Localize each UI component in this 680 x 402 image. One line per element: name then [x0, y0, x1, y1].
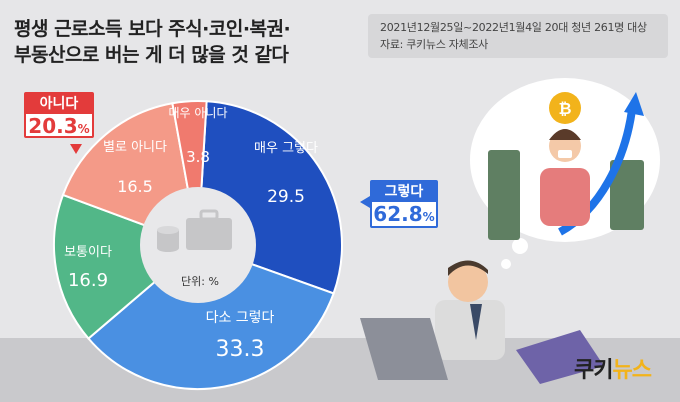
chart-title: 평생 근로소득 보다 주식·코인·복권· 부동산으로 버는 게 더 많을 것 같…: [14, 16, 374, 68]
thought-dot-small: [501, 259, 511, 269]
slice-value-very-no: 3.8: [186, 148, 210, 166]
logo-accent: 뉴스: [612, 358, 651, 383]
yes-total-number: 62.8: [373, 202, 423, 226]
yes-total-unit: %: [422, 210, 435, 224]
money-stacks: [488, 150, 644, 240]
survey-period: 2021년12월25일~2022년1월4일 20대 청년 261명 대상: [380, 21, 647, 34]
title-line-2: 부동산으로 버는 게 더 많을 것 같다: [14, 44, 289, 66]
survey-source: 자료: 쿠키뉴스 자체조사: [380, 38, 488, 51]
slice-label-neutral: 보통이다: [64, 245, 112, 260]
title-line-1: 평생 근로소득 보다 주식·코인·복권·: [14, 18, 291, 40]
unit-label: 단위: %: [181, 275, 219, 288]
no-total-value: 20.3%: [26, 114, 92, 141]
yes-total-value: 62.8%: [372, 202, 436, 229]
illustration: ₿: [360, 78, 660, 384]
no-total-label: 아니다: [26, 94, 92, 114]
survey-info-box: 2021년12월25일~2022년1월4일 20대 청년 261명 대상 자료:…: [368, 14, 668, 58]
slice-labels: 매우 그렇다 29.5 다소 그렇다 33.3 보통이다 16.9 별로 아니다…: [64, 106, 318, 362]
slice-label-somewhat-yes: 다소 그렇다: [206, 310, 275, 326]
book-stack: [516, 330, 604, 384]
coins-icon: [157, 226, 179, 252]
slice-label-no: 별로 아니다: [103, 140, 167, 155]
yes-total-label: 그렇다: [372, 182, 436, 202]
brand-logo: 쿠키뉴스: [574, 352, 652, 384]
svg-text:₿: ₿: [558, 99, 571, 118]
yes-callout-pointer: [360, 196, 370, 208]
briefcase-icon: [186, 209, 232, 250]
slice-label-very-yes: 매우 그렇다: [254, 141, 318, 156]
worried-person: [435, 260, 505, 360]
bitcoin-icon: [549, 92, 581, 124]
no-callout-pointer: [70, 144, 82, 154]
thought-dot-large: [512, 238, 528, 254]
donut-slice-neutral: [53, 193, 200, 340]
no-total-number: 20.3: [28, 114, 78, 138]
slice-label-very-no: 매우 아니다: [168, 106, 227, 120]
slice-value-neutral: 16.9: [68, 270, 108, 291]
happy-person: [540, 129, 590, 226]
no-total-unit: %: [77, 122, 90, 136]
logo-main: 쿠키: [574, 358, 613, 383]
slice-value-very-yes: 29.5: [267, 187, 305, 207]
donut-slice-somewhat-yes: [87, 243, 335, 390]
no-total-callout: 아니다 20.3%: [24, 92, 94, 138]
laptop: [360, 318, 448, 380]
slice-value-somewhat-yes: 33.3: [216, 337, 265, 362]
yes-total-callout: 그렇다 62.8%: [370, 180, 438, 228]
slice-value-no: 16.5: [117, 177, 153, 196]
